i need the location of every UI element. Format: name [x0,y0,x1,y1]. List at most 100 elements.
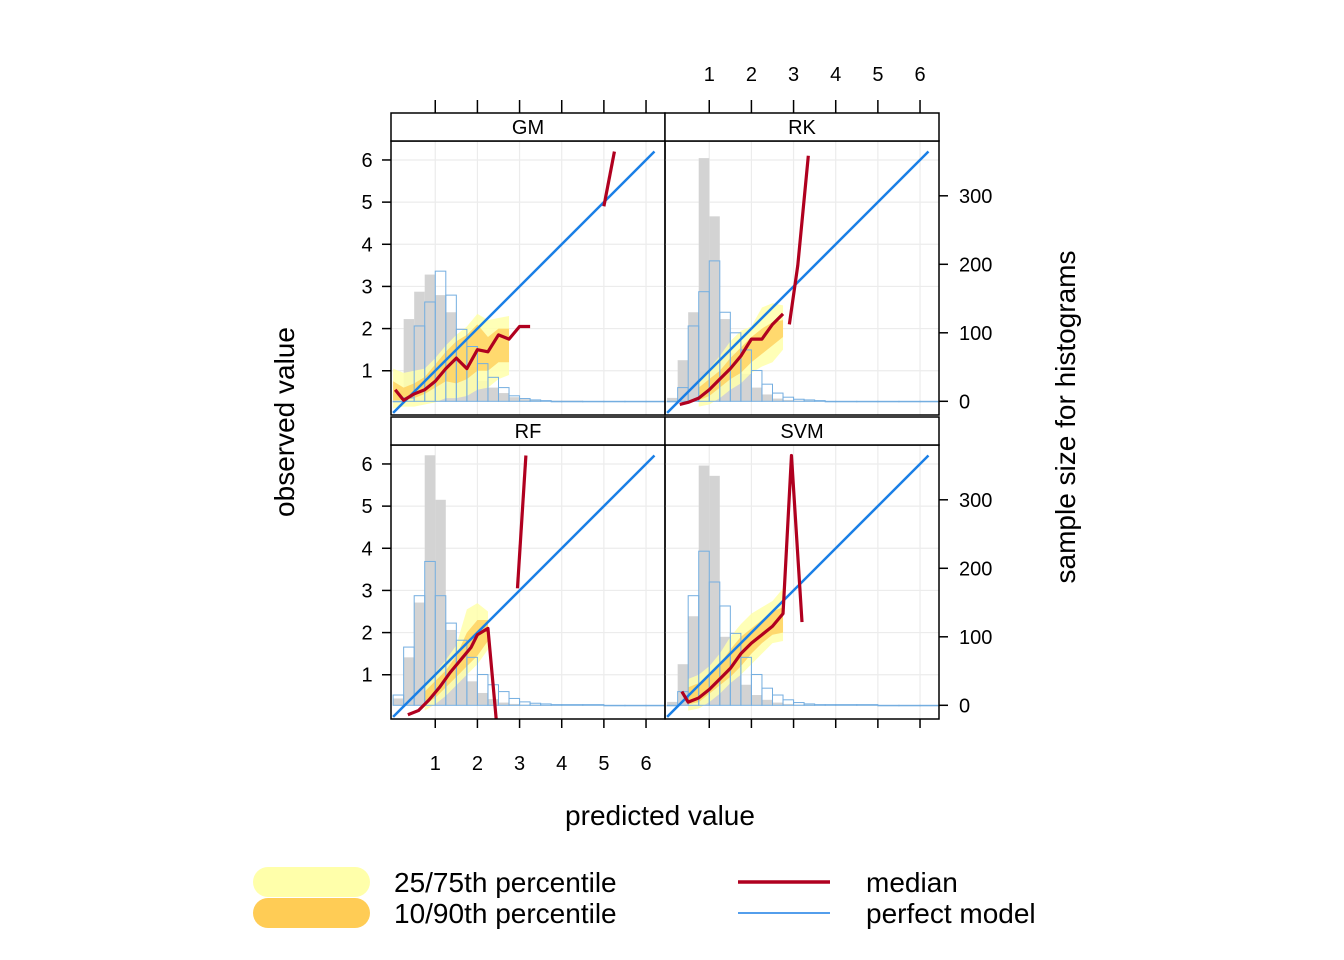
hist-predicted-bar [877,704,900,707]
hist-observed-bar [424,274,436,402]
hist-observed-bar [509,703,520,706]
hist-predicted-bar [582,400,605,403]
hist-observed-bar [477,380,488,402]
panel-svm: SVM 0 100 200 300 [664,416,992,728]
y2-tick-label: 200 [959,558,992,580]
strip-label: RF [515,421,542,443]
x-top-tick-label: 2 [746,64,757,86]
y-tick-label: 1 [361,665,372,687]
hist-predicted-bar [898,400,921,403]
x-tick-label: 4 [556,753,567,775]
hist-observed-bar [530,399,541,402]
y-axis-label: observed value [269,327,300,517]
panel-body [391,445,665,719]
hist-predicted-bar [793,398,805,402]
perfect-model-line [392,150,656,414]
hist-predicted-bar [666,704,679,707]
legend-label: 10/90th percentile [394,898,617,929]
median-line [515,455,528,589]
hist-observed-bar [667,397,678,402]
hist-observed-bar [414,291,425,402]
perfect-model-line [666,150,930,414]
hist-observed-bar [424,455,436,706]
y-tick-label: 6 [361,150,372,172]
panel-rk: RK 0 100 200 300 1 2 3 4 5 6 [664,64,992,416]
hist-observed-bar [466,681,478,706]
x-top-tick-label: 1 [704,64,715,86]
x-top-tick-label: 5 [872,64,883,86]
median-line [393,324,531,402]
hist-predicted-bar [540,703,552,706]
hist-observed-bar [677,664,689,706]
hist-predicted-bar [814,704,826,706]
hist-observed-bar [477,692,488,706]
strip-label: SVM [780,421,823,443]
hist-predicted-bar [624,704,647,707]
hist-observed-bar [435,499,446,706]
x-axis-label: predicted value [565,800,755,831]
y2-axis-label: sample size for histograms [1050,250,1081,583]
median-line [602,151,616,207]
hist-observed-bar [783,399,794,402]
hist-observed-bar [688,312,699,402]
hist-predicted-bar [624,400,647,403]
y2-tick-label: 200 [959,254,992,276]
hist-predicted-bar [919,400,939,403]
hist-predicted-bar [540,400,552,402]
y2-tick-label: 0 [959,695,970,717]
median-line [787,155,810,325]
hist-predicted-bar [582,704,605,706]
hist-observed-bar [403,657,415,706]
hist-observed-bar [761,394,773,402]
hist-predicted-bar [835,400,858,403]
hist-predicted-bar [603,704,626,707]
hist-predicted-bar [856,400,879,403]
y-tick-label: 4 [361,538,372,560]
hist-predicted-bar [824,400,837,403]
panel-body [391,141,665,415]
hist-observed-bar [487,387,499,402]
y2-tick-label: 300 [959,490,992,512]
hist-predicted-bar [877,400,900,403]
hist-observed-bar [698,158,710,402]
perfect-model-line [666,454,930,718]
hist-observed-bar [498,393,510,402]
x-tick-label: 1 [430,753,441,775]
hist-observed-bar [772,702,784,706]
hist-predicted-bar [666,400,679,403]
panel-body [665,445,939,719]
hist-predicted-bar [603,400,626,403]
hist-observed-bar [751,695,762,706]
hist-observed-bar [667,701,678,706]
hist-predicted-bar [561,704,584,706]
hist-predicted-bar [824,704,837,706]
median-line [407,626,498,719]
y2-tick-label: 0 [959,391,970,413]
x-tick-label: 6 [640,753,651,775]
hist-predicted-bar [550,400,563,403]
perfect-model-line [392,454,656,718]
median-line [679,312,785,407]
y-tick-label: 3 [361,580,372,602]
hist-observed-bar [761,699,773,706]
y-tick-label: 5 [361,192,372,214]
hist-observed-bar [456,664,467,706]
hist-observed-bar [414,602,425,706]
y-tick-label: 4 [361,234,372,256]
strip-frame [664,112,940,142]
y2-tick-label: 300 [959,186,992,208]
hist-observed-bar [783,703,794,706]
y-tick-label: 6 [361,454,372,476]
x-top-tick-label: 3 [788,64,799,86]
y-tick-label: 5 [361,496,372,518]
hist-observed-bar [698,465,710,706]
legend-key-band-25-75 [253,867,370,897]
x-tick-label: 2 [472,753,483,775]
hist-observed-bar [709,475,720,706]
band-10-90 [688,607,784,705]
strip-frame [390,112,666,142]
strip-label: GM [512,117,544,139]
hist-observed-bar [498,702,510,706]
hist-predicted-bar [645,400,665,403]
legend-key-band-10-90 [253,898,370,928]
